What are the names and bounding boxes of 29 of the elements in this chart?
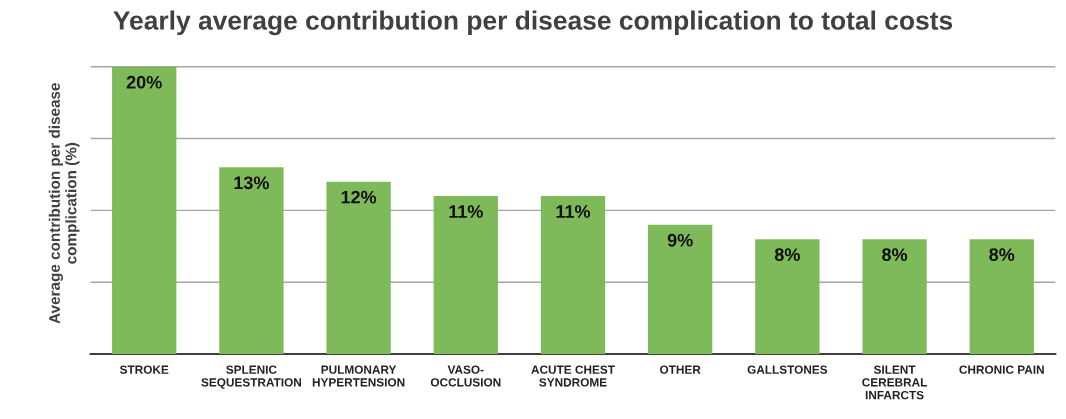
x-tick-label: GALLSTONES: [747, 365, 828, 374]
data-label: 8%: [882, 248, 908, 262]
bar: [433, 196, 498, 355]
x-tick-label: CHRONIC PAIN: [959, 365, 1044, 374]
x-tick-label: OTHER: [659, 365, 701, 374]
bar: [862, 239, 927, 355]
bar: [969, 239, 1034, 355]
data-label: 8%: [989, 248, 1015, 262]
y-axis-title: Average contribution per disease complication (%): [48, 83, 80, 324]
bar: [540, 196, 606, 355]
data-label: 11%: [449, 205, 483, 218]
x-tick-label: ACUTE CHEST SYNDROME: [531, 365, 615, 387]
data-label: 8%: [774, 248, 800, 262]
chart-title: Yearly average contribution per disease complication to total costs: [113, 10, 953, 36]
x-tick-label: STROKE: [119, 365, 169, 374]
x-tick-label: SILENT CEREBRAL INFARCTS: [862, 365, 927, 400]
bar: [326, 181, 391, 355]
data-label: 12%: [341, 190, 377, 204]
data-label: 11%: [556, 205, 591, 218]
x-tick-label: SPLENIC SEQUESTRATION: [201, 365, 301, 389]
data-label: 20%: [126, 75, 162, 89]
x-tick-label: VASO- OCCLUSION: [430, 365, 501, 387]
bar: [648, 224, 713, 355]
bar: [755, 239, 820, 355]
data-label: 9%: [667, 233, 693, 247]
bar: [219, 167, 284, 355]
bar: [112, 66, 177, 355]
x-tick-label: PULMONARY HYPERTENSION: [312, 365, 405, 387]
data-label: 13%: [234, 176, 269, 190]
